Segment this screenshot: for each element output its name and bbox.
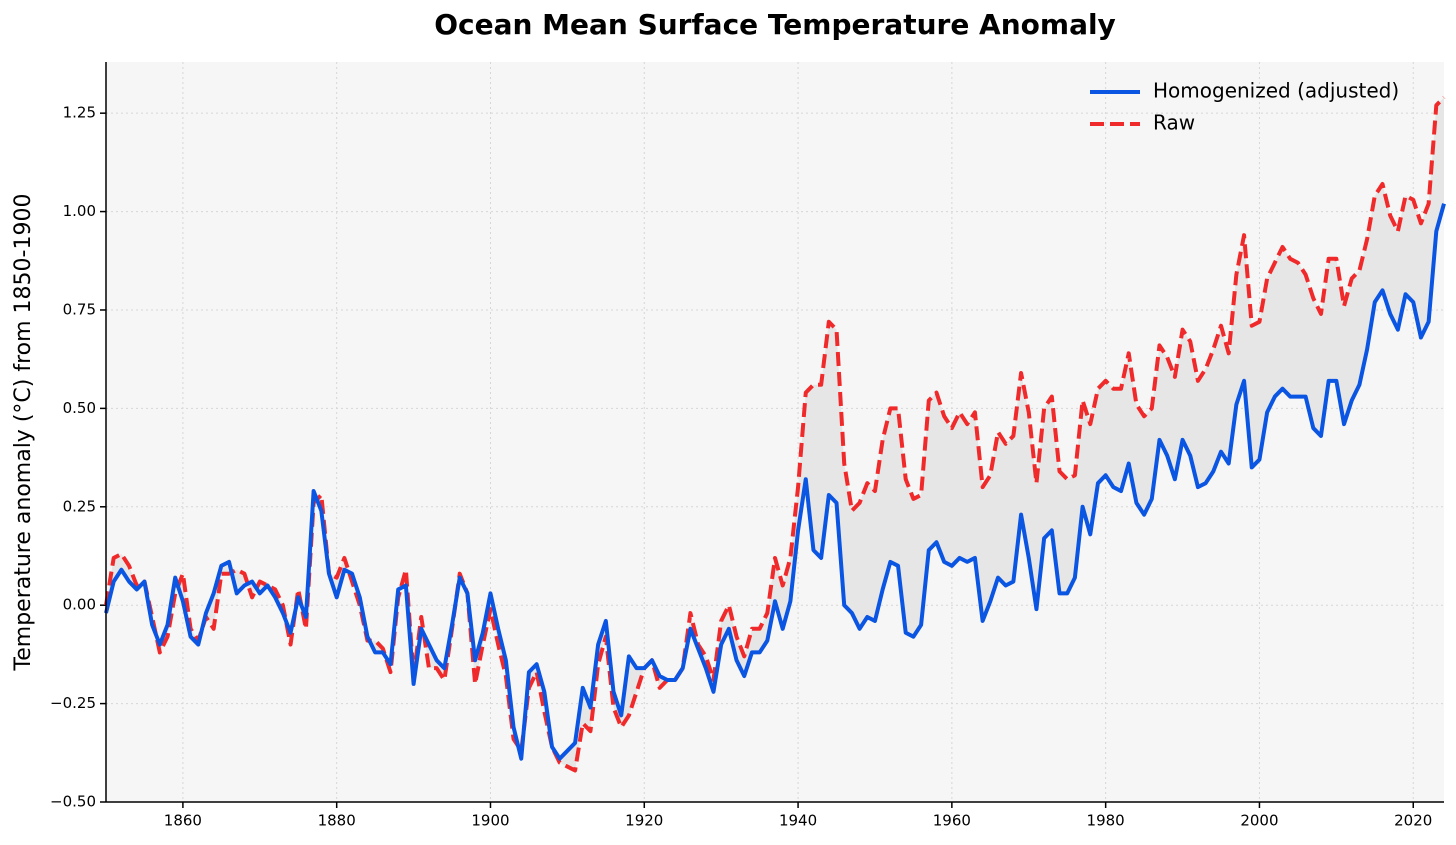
- x-tick-label: 1960: [933, 812, 971, 830]
- y-tick-label: 1.25: [63, 104, 96, 122]
- plot-area: [106, 62, 1444, 802]
- legend-label: Homogenized (adjusted): [1153, 79, 1399, 103]
- series-line: [104, 203, 1446, 761]
- x-tick-label: 2000: [1240, 812, 1278, 830]
- x-tick-label: 1860: [164, 812, 202, 830]
- x-tick-label: 1900: [471, 812, 509, 830]
- y-tick-label: 1.00: [63, 202, 96, 220]
- legend-label: Raw: [1153, 111, 1195, 135]
- x-tick-label: 1940: [779, 812, 817, 830]
- y-tick-label: −0.50: [50, 793, 96, 811]
- difference-band: [106, 97, 1444, 771]
- chart-title: Ocean Mean Surface Temperature Anomaly: [434, 8, 1116, 41]
- y-tick-label: 0.50: [63, 399, 96, 417]
- x-tick-label: 2020: [1394, 812, 1432, 830]
- x-tick-label: 1920: [625, 812, 663, 830]
- x-tick-label: 1980: [1087, 812, 1125, 830]
- x-tick-label: 1880: [318, 812, 356, 830]
- y-tick-label: 0.75: [63, 300, 96, 318]
- y-axis-label: Temperature anomaly (°C) from 1850-1900: [11, 194, 36, 672]
- y-tick-label: 0.25: [63, 497, 96, 515]
- y-tick-label: −0.25: [50, 694, 96, 712]
- series-line: [104, 96, 1446, 773]
- y-tick-label: 0.00: [63, 596, 96, 614]
